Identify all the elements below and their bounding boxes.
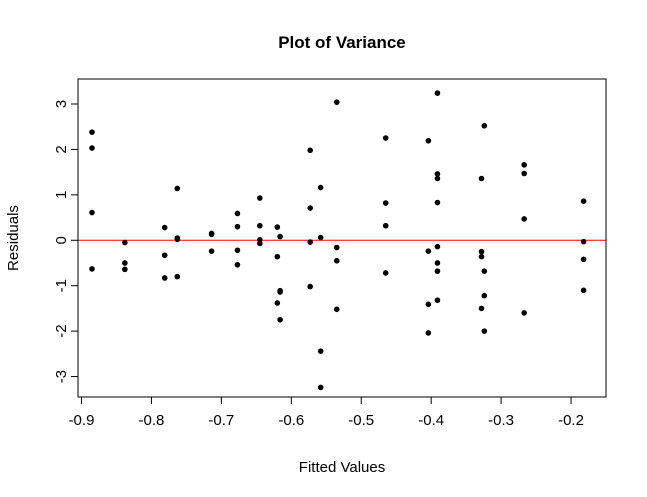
data-point [382, 135, 389, 141]
data-point [89, 145, 95, 151]
data-point [481, 328, 488, 334]
data-point [317, 384, 324, 391]
data-point [174, 273, 181, 280]
data-point [425, 301, 432, 308]
data-point [274, 300, 281, 306]
data-point [478, 248, 485, 255]
data-point [382, 270, 389, 276]
data-point [208, 231, 215, 238]
data-point [521, 216, 527, 222]
data-point [89, 266, 95, 272]
data-point [122, 260, 128, 266]
data-point [122, 239, 128, 246]
data-point [425, 248, 432, 254]
data-point [277, 316, 283, 323]
data-point [580, 287, 587, 294]
data-point [274, 253, 281, 260]
plot-frame [77, 78, 607, 398]
data-point [580, 256, 587, 263]
data-point [333, 244, 340, 251]
data-point [478, 253, 485, 260]
data-point [317, 348, 324, 354]
data-point [333, 257, 340, 264]
data-point [382, 222, 389, 229]
x-tick-label: -0.8 [139, 412, 165, 429]
x-tick-label: -0.7 [208, 412, 234, 429]
data-point [425, 330, 432, 336]
data-point [434, 268, 441, 274]
data-point [234, 247, 241, 254]
data-point [234, 210, 241, 217]
data-point [174, 185, 181, 192]
data-point [234, 262, 241, 268]
y-tick-label: -1 [53, 279, 70, 292]
x-tick-label: -0.9 [69, 412, 95, 429]
data-point [317, 184, 324, 191]
data-point [478, 175, 485, 182]
y-tick-label: -2 [53, 324, 70, 337]
data-point [122, 266, 128, 273]
data-point [307, 239, 313, 245]
y-tick-label: -3 [53, 370, 70, 383]
y-axis-label: Residuals [5, 205, 22, 271]
x-tick-label: -0.3 [488, 412, 514, 429]
data-point [434, 199, 441, 206]
data-point [307, 147, 313, 154]
data-point [277, 289, 283, 295]
data-point [521, 170, 527, 177]
chart-title: Plot of Variance [278, 33, 406, 52]
x-tick-label: -0.5 [348, 412, 374, 429]
y-tick-label: 1 [53, 191, 70, 199]
y-tick-label: 0 [53, 236, 70, 244]
data-point [434, 171, 441, 177]
data-point [208, 248, 215, 254]
data-point [317, 234, 324, 241]
data-point [481, 122, 488, 129]
data-point [307, 283, 313, 290]
data-point [434, 260, 441, 266]
data-point [481, 268, 488, 274]
data-point [434, 175, 441, 182]
data-point [425, 137, 432, 144]
data-point [257, 222, 263, 229]
data-point [580, 198, 587, 205]
data-point [89, 129, 95, 135]
data-point [234, 223, 241, 230]
data-point [481, 292, 488, 299]
data-point [174, 236, 181, 243]
data-point [333, 306, 340, 313]
data-point [274, 224, 281, 230]
data-point [257, 195, 263, 201]
data-point [580, 238, 587, 245]
data-point [161, 275, 168, 281]
x-axis-label: Fitted Values [299, 459, 385, 476]
data-point [257, 240, 263, 247]
data-point [333, 99, 340, 105]
data-point [478, 305, 485, 312]
data-point [89, 209, 95, 216]
data-point [434, 90, 441, 96]
data-point [382, 200, 389, 206]
y-tick-label: 3 [53, 100, 70, 108]
data-point [161, 252, 168, 259]
x-tick-label: -0.4 [418, 412, 444, 429]
x-tick-label: -0.2 [558, 412, 584, 429]
data-point [434, 243, 441, 250]
data-point [521, 162, 527, 168]
data-point [161, 224, 168, 231]
data-point [434, 297, 441, 304]
data-point [521, 310, 527, 316]
data-point [277, 233, 283, 240]
x-tick-label: -0.6 [278, 412, 304, 429]
data-point [307, 205, 313, 211]
y-tick-label: 2 [53, 145, 70, 153]
